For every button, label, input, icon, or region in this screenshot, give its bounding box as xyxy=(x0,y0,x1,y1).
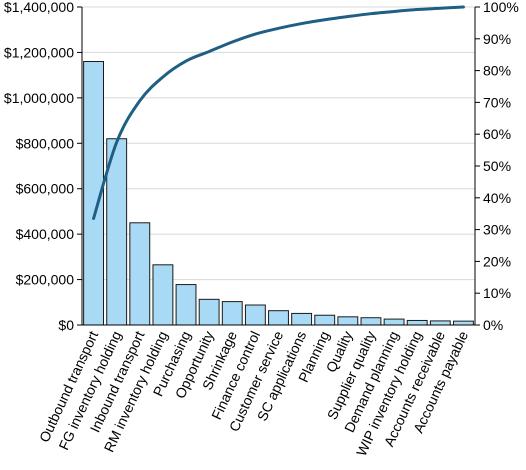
left-tick-label: $1,200,000 xyxy=(4,44,74,60)
bar xyxy=(314,314,336,326)
right-tick-label: 80% xyxy=(483,63,511,79)
right-tick-label: 50% xyxy=(483,158,511,174)
bar xyxy=(291,312,313,326)
right-tick-label: 40% xyxy=(483,190,511,206)
bar xyxy=(175,284,197,326)
left-axis-tick-labels: $0 $200,000 $400,000 $600,000 $800,000 $1,000… xyxy=(4,0,74,333)
left-tick-label: $400,000 xyxy=(16,226,75,242)
bar xyxy=(360,317,382,326)
left-tick-label: $800,000 xyxy=(16,135,75,151)
right-tick-label: 20% xyxy=(483,253,511,269)
left-tick-label: $600,000 xyxy=(16,181,75,197)
cumulative-line-series xyxy=(92,5,465,220)
right-tick-label: 0% xyxy=(483,317,503,333)
right-tick-label: 60% xyxy=(483,126,511,142)
bar xyxy=(152,264,174,326)
right-tick-label: 10% xyxy=(483,285,511,301)
bar xyxy=(198,298,220,326)
bar xyxy=(268,310,289,326)
left-tick-label: $200,000 xyxy=(16,272,75,288)
right-tick-label: 70% xyxy=(483,94,511,110)
bar xyxy=(244,304,266,326)
bar xyxy=(429,320,451,326)
bar xyxy=(406,319,428,326)
cumulative-line xyxy=(92,5,465,220)
left-tick-label: $1,400,000 xyxy=(4,0,74,15)
left-tick-label: $0 xyxy=(58,317,74,333)
axes xyxy=(77,6,480,326)
bar xyxy=(383,318,405,326)
bar xyxy=(453,320,474,326)
bar xyxy=(129,222,151,326)
bar-series xyxy=(83,61,474,326)
left-tick-label: $1,000,000 xyxy=(4,90,74,106)
bar xyxy=(337,316,359,326)
right-tick-label: 30% xyxy=(483,222,511,238)
right-tick-label: 90% xyxy=(483,31,511,47)
right-axis-tick-labels: 0% 10% 20% 30% 40% 50% 60% 70% 80% 90% 100% xyxy=(483,0,519,333)
right-tick-label: 100% xyxy=(483,0,519,15)
bar xyxy=(221,301,243,326)
